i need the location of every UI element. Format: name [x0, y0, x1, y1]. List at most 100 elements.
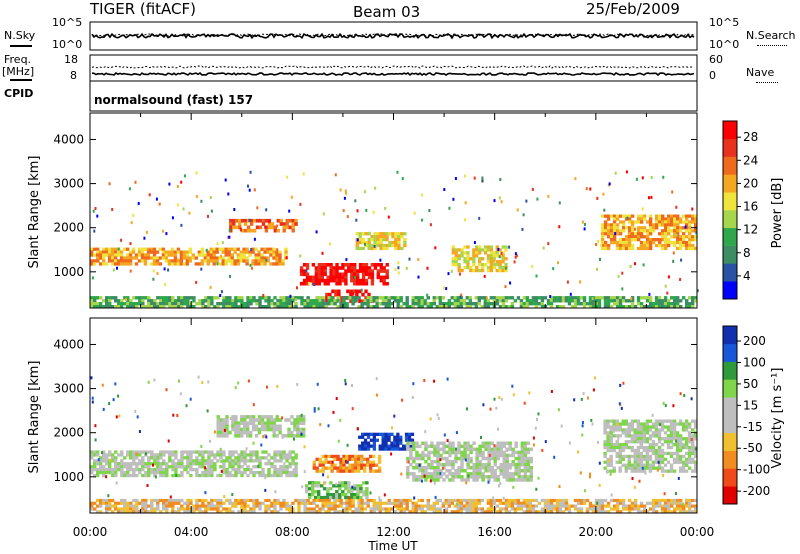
range-cell [335, 263, 339, 267]
range-cell [143, 259, 148, 263]
range-cell [390, 447, 394, 451]
range-cell [505, 469, 509, 473]
range-cell [102, 473, 106, 478]
range-cell [394, 238, 398, 242]
range-cell [149, 256, 154, 260]
range-cell [237, 510, 241, 514]
range-cell [595, 243, 598, 246]
range-cell [288, 470, 292, 475]
range-cell [682, 214, 686, 218]
range-cell [633, 463, 637, 467]
range-cell [327, 460, 331, 464]
range-cell [648, 292, 651, 296]
range-cell [381, 296, 385, 300]
range-cell [624, 434, 628, 438]
range-cell [467, 474, 470, 478]
range-cell [633, 485, 636, 489]
range-cell [463, 265, 467, 270]
range-cell [609, 434, 613, 438]
range-cell [481, 478, 485, 482]
range-cell [108, 302, 112, 306]
range-cell [480, 507, 484, 511]
range-cell [438, 510, 442, 514]
range-cell [448, 206, 451, 210]
range-cell [235, 225, 239, 230]
range-cell [161, 253, 166, 257]
range-cell [135, 452, 138, 456]
range-cell [105, 470, 109, 475]
range-cell [255, 456, 259, 460]
range-cell [198, 465, 202, 469]
range-cell [654, 457, 659, 461]
range-cell [511, 384, 514, 388]
range-cell [234, 296, 238, 300]
range-cell [621, 501, 626, 505]
range-cell [231, 302, 235, 306]
range-cell [360, 457, 364, 461]
range-cell [225, 459, 229, 463]
range-cell [469, 265, 473, 270]
range-cell [671, 442, 674, 446]
range-cell [279, 299, 283, 303]
range-cell [481, 176, 484, 180]
range-cell [648, 457, 653, 461]
range-cell [567, 510, 572, 514]
range-cell [454, 459, 458, 464]
range-cell [338, 484, 342, 488]
range-cell [273, 305, 277, 309]
range-cell [648, 238, 653, 242]
range-cell [264, 473, 268, 478]
range-cell [630, 448, 634, 453]
range-cell [367, 238, 371, 242]
range-cell [475, 466, 479, 470]
range-cell [167, 268, 170, 272]
range-cell [523, 447, 527, 452]
range-cell [111, 208, 114, 211]
range-cell [517, 466, 521, 470]
range-cell [180, 462, 184, 466]
range-cell [231, 415, 235, 419]
range-cell [210, 473, 214, 478]
range-cell [570, 305, 575, 309]
range-cell [252, 473, 256, 478]
range-cell [323, 495, 327, 500]
range-cell [372, 501, 376, 505]
range-cell [273, 498, 277, 503]
range-cell [287, 427, 291, 432]
range-cell [412, 444, 416, 449]
range-cell [261, 218, 266, 223]
range-cell [305, 272, 310, 277]
range-cell [603, 246, 608, 251]
range-cell [201, 299, 205, 303]
range-cell [132, 510, 136, 514]
range-cell [396, 170, 399, 174]
range-cell [499, 453, 503, 458]
range-cell [224, 178, 227, 182]
range-cell [512, 485, 515, 489]
range-cell [255, 225, 260, 230]
range-cell [396, 438, 400, 442]
range-cell [147, 504, 151, 508]
range-cell [688, 510, 692, 514]
range-cell [344, 275, 348, 280]
range-cell [564, 501, 569, 505]
range-cell [670, 504, 674, 508]
range-cell [633, 428, 637, 432]
range-cell [216, 296, 220, 300]
range-cell [636, 504, 641, 508]
range-cell [314, 495, 318, 500]
range-cell [459, 305, 463, 309]
range-cell [120, 450, 124, 454]
range-cell [110, 262, 115, 266]
range-cell [252, 296, 256, 300]
range-cell [102, 253, 106, 257]
range-cell [402, 501, 406, 505]
range-cell [132, 504, 136, 508]
range-cell [664, 223, 668, 227]
range-cell [612, 466, 616, 470]
range-cell [367, 275, 372, 280]
range-cell [132, 302, 136, 306]
range-cell [676, 246, 680, 251]
range-cell [126, 510, 130, 514]
range-cell [631, 477, 634, 480]
